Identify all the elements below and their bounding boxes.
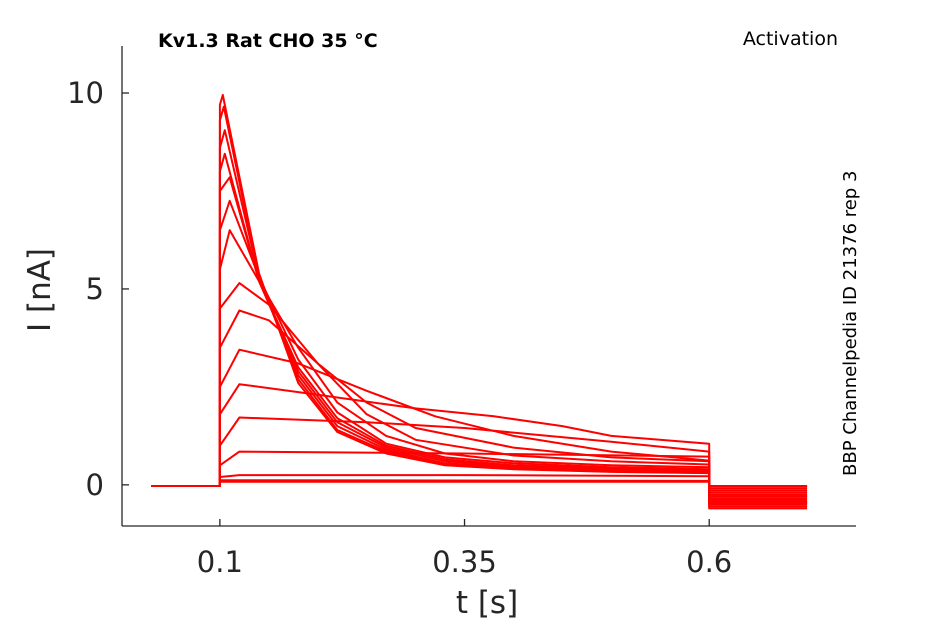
- source-side-label: BBP Channelpedia ID 21376 rep 3: [840, 171, 861, 476]
- x-tick-label: 0.35: [432, 545, 497, 579]
- protocol-label: Activation: [743, 28, 838, 50]
- trace-group: [151, 94, 808, 510]
- y-axis-label: I [nA]: [22, 248, 58, 332]
- chart-title: Kv1.3 Rat CHO 35 °C: [158, 30, 378, 52]
- y-tick-label: 10: [67, 76, 104, 110]
- y-tick-label: 0: [86, 468, 104, 502]
- tick-group: 0.1 0.35 0.6 0 5 10: [67, 76, 732, 579]
- current-trace-10: [151, 229, 808, 502]
- current-trace-16: [151, 94, 808, 510]
- y-tick-label: 5: [86, 272, 104, 306]
- x-tick-label: 0.6: [686, 545, 732, 579]
- x-axis-label: t [s]: [456, 585, 518, 621]
- x-tick-label: 0.1: [197, 545, 243, 579]
- current-trace-12: [151, 176, 808, 504]
